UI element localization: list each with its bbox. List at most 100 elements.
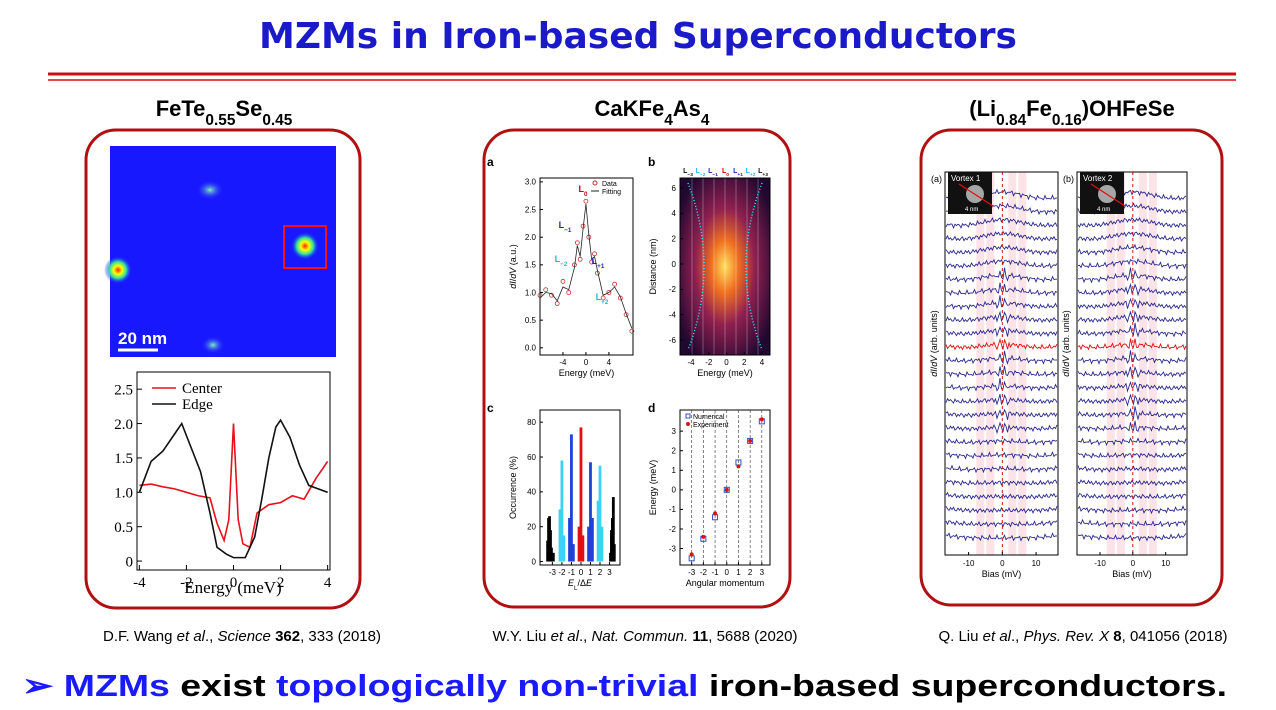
y-tick-label: 80	[527, 418, 536, 427]
data-point	[574, 240, 580, 246]
text-run: (arb. units)	[929, 310, 939, 356]
panel-frame	[919, 128, 1224, 607]
y-axis-label: dI/dV (a.u.)	[508, 244, 518, 289]
spectrum	[945, 258, 1058, 270]
stm-map	[104, 146, 336, 357]
y-tick-label: 0.0	[525, 344, 537, 353]
conclusion: ➢ MZMs exist topologically non-trivial i…	[22, 668, 1227, 703]
text-run: dV	[929, 355, 939, 367]
spectrum	[1077, 493, 1187, 500]
data-point	[554, 301, 560, 306]
data-point	[589, 259, 595, 265]
legend-label: Data	[602, 181, 617, 188]
inset-scale: 4 nm	[1097, 207, 1110, 213]
legend-label: Center	[182, 381, 222, 397]
bar	[558, 509, 562, 562]
bar	[577, 526, 581, 562]
text-run: +2	[601, 299, 609, 306]
data-line	[139, 423, 329, 549]
text-run: (arb. units)	[1061, 310, 1071, 356]
y-axis-label: dI/dV (arb. units)	[1061, 310, 1071, 377]
text-run: FeTe	[156, 96, 206, 121]
text-run: topologically non-trivial	[276, 668, 698, 703]
legend-label: Edge	[182, 397, 213, 413]
spectrum	[945, 295, 1058, 311]
bar	[562, 535, 566, 562]
spectrum	[945, 505, 1058, 514]
text-run: dI	[508, 281, 518, 289]
text-run: Phys. Rev. X	[1024, 628, 1111, 645]
y-tick-label: 4	[672, 209, 677, 218]
y-tick-label: 3.0	[525, 178, 537, 187]
x-tick-label: -4	[559, 358, 567, 367]
x-tick-label: -2	[705, 358, 713, 367]
text-run: −1	[564, 227, 572, 234]
x-tick-label: 0	[1131, 559, 1136, 568]
text-run: L	[592, 256, 598, 266]
x-tick-label: 4	[760, 358, 765, 367]
text-run: exist	[170, 668, 276, 703]
y-axis-label: Distance (nm)	[648, 238, 658, 294]
spectrum	[945, 244, 1058, 256]
legend-swatch	[592, 180, 598, 186]
spectrum	[945, 491, 1058, 501]
data-point	[583, 198, 589, 204]
text-run: +3	[762, 172, 768, 178]
x-tick-label: 1	[588, 568, 593, 577]
peak-label: L+3	[758, 168, 768, 178]
text-run: dV	[508, 267, 518, 279]
y-tick-label: 1.5	[525, 261, 537, 270]
spectrum	[945, 393, 1058, 406]
x-tick-label: -2	[558, 568, 566, 577]
x-tick-label: 2	[748, 568, 753, 577]
panel-frame	[84, 128, 362, 610]
spectrum	[945, 230, 1058, 242]
y-tick-label: -3	[669, 544, 677, 553]
spectrum	[945, 325, 1058, 338]
text-run: +1	[597, 263, 605, 270]
bar	[587, 526, 590, 562]
y-tick-label: 40	[527, 488, 536, 497]
y-axis-label: Occurrence (%)	[508, 456, 518, 519]
text-run: MZMs	[64, 668, 170, 703]
data-point	[759, 417, 764, 422]
data-point	[612, 281, 618, 287]
y-tick-label: 2.5	[114, 382, 133, 398]
text-run: Science	[218, 628, 271, 645]
data-point	[606, 290, 612, 295]
text-run: Se	[235, 96, 262, 121]
spectrum	[1077, 437, 1187, 447]
data-line	[539, 203, 633, 329]
x-tick-label: 10	[1161, 559, 1170, 568]
text-run: CaKFe	[595, 96, 665, 121]
text-run: D.F. Wang	[103, 628, 177, 645]
text-run: Q. Liu	[938, 628, 982, 645]
text-run: 8	[1113, 628, 1121, 645]
citation: D.F. Wang et al., Science 362, 333 (2018…	[103, 628, 381, 645]
x-axis-label: Energy (meV)	[559, 368, 615, 378]
bar	[611, 497, 615, 562]
spectrum	[1078, 350, 1187, 365]
text-run: /	[929, 366, 939, 369]
spectrum	[945, 464, 1058, 474]
text-run: +1	[737, 172, 743, 178]
gap-band	[986, 172, 995, 555]
inset-label: Vortex 2	[1083, 174, 1113, 183]
spectrum	[1077, 258, 1187, 270]
data-point	[543, 287, 549, 293]
plot-label: (a)	[931, 174, 942, 184]
bar	[598, 465, 602, 562]
y-tick-label: 1.0	[114, 486, 133, 502]
x-tick-label: 3	[760, 568, 765, 577]
spectrum	[1077, 380, 1187, 393]
inset-scale: 4 nm	[965, 207, 978, 213]
x-tick-label: 0	[725, 568, 730, 577]
text-run: /	[1061, 366, 1071, 369]
y-tick-label: -1	[669, 505, 677, 514]
y-tick-label: -2	[669, 285, 677, 294]
bar	[612, 544, 616, 562]
spectrum	[1077, 231, 1187, 242]
axis-frame	[539, 409, 621, 566]
peak-label: L−1	[708, 168, 718, 178]
y-axis-label: dI/dV (arb. units)	[929, 310, 939, 377]
